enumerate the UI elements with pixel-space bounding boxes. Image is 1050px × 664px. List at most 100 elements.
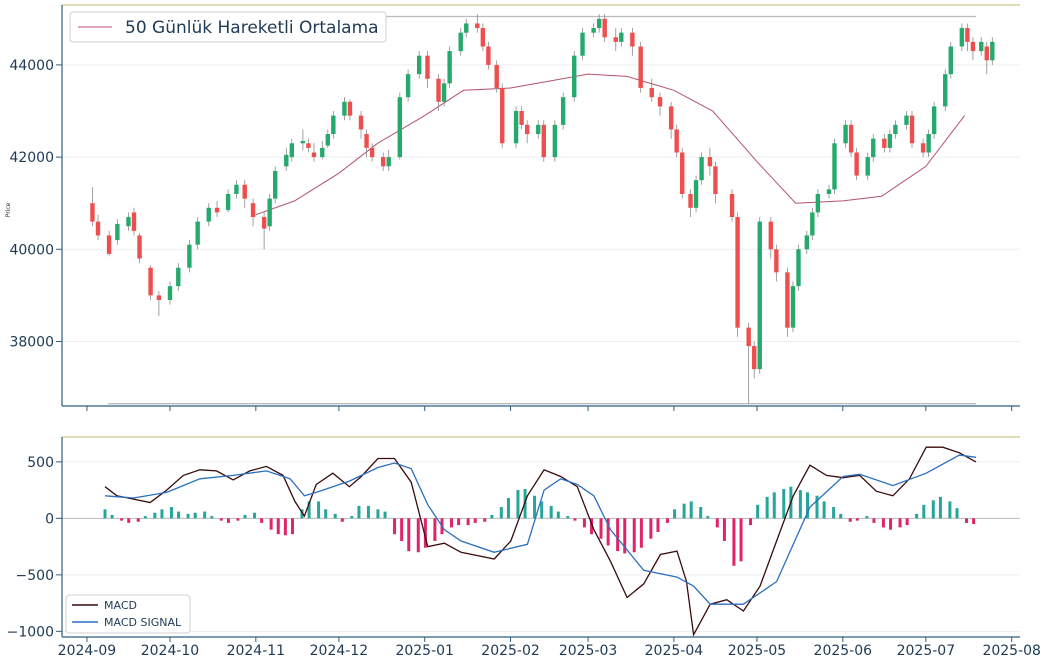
price-panel: 38000 40000 42000 44000 Price 50 Günlük Har… [5,4,1020,411]
candle-body [206,207,211,222]
candle-body [904,115,909,125]
macd-histogram-bar [236,518,240,521]
candle-body [397,97,402,158]
candle-body [848,124,854,153]
macd-histogram-bar [665,518,669,523]
candle [306,138,311,153]
candle [441,78,447,107]
candle [500,83,505,148]
candle-body [572,55,577,98]
candle [926,129,931,158]
reference-levels [108,15,976,405]
candle-body [156,295,162,300]
macd-histogram-bar [260,518,264,523]
candle-body [261,217,267,229]
candle-body [680,152,685,194]
candle [436,74,441,112]
macd-histogram-bar [290,518,294,535]
candle [425,51,430,88]
macd-histogram-bar [623,518,627,554]
candle-body [536,124,541,135]
macd-histogram-bar [938,496,942,519]
candle-body [95,221,101,236]
candle-body [106,235,112,254]
candle [416,51,422,79]
macd-y-tick-label: 0 [45,511,54,527]
macd-histogram-bar [333,513,337,519]
candle-body [926,134,931,153]
macd-legend-label-signal: MACD SIGNAL [104,616,182,629]
macd-histogram-bar [815,495,819,519]
macd-histogram-bar [832,507,836,519]
price-y-tick-label: 42000 [9,150,54,166]
macd-histogram-bar [153,512,157,519]
candle [447,46,452,88]
macd-histogram-bar [922,504,926,519]
candle [300,129,306,151]
macd-histogram-bar [300,509,304,519]
candle [486,41,491,70]
candle [289,138,295,162]
macd-histogram-bar [772,492,776,519]
candle [832,138,837,194]
candle [106,230,112,257]
candle [137,233,142,264]
price-axis-label: Price [5,202,12,217]
candle [214,200,220,218]
candle [475,14,480,33]
candle-body [225,193,231,211]
candle-body [602,18,607,38]
candle-body [613,37,618,42]
macd-histogram-bar [307,501,311,519]
candle-body [137,235,142,259]
candle-body [790,286,796,328]
candle-body [832,143,837,190]
candle-body [746,327,751,347]
candle [729,189,735,222]
macd-histogram-bar [473,518,477,523]
candle [619,28,624,47]
candle-body [713,166,718,194]
candle [95,214,101,241]
candle [774,244,779,282]
macd-histogram-bar [483,518,487,522]
candle-body [176,267,181,287]
candle-body [272,170,278,199]
x-tick-label: 2025-02 [481,643,540,659]
candle-body [965,28,970,42]
candle [331,111,336,139]
candle [790,281,796,333]
candle-body [668,106,674,130]
macd-histogram-bar [276,518,280,535]
candle [519,106,524,130]
candle-body [796,249,801,287]
candle [909,111,915,148]
candle-body [757,221,762,370]
candle-body [342,101,347,116]
macd-histogram-bar [639,518,643,548]
candle [810,207,815,241]
macd-histogram-bar [203,511,207,519]
macd-histogram-bar [533,495,537,519]
candle-body [774,249,779,273]
candle [126,212,131,231]
x-tick-label: 2025-06 [814,643,873,659]
candle-body [441,83,447,102]
candle-body [970,41,976,52]
macd-y-tick-label: −1000 [7,624,54,640]
candle-body [416,55,422,75]
candle [613,28,618,52]
candle-body [148,267,153,296]
macd-histogram-bar [822,501,826,519]
candle [979,37,984,56]
macd-histogram-bar [357,505,361,519]
candle [156,290,162,317]
candle [674,124,679,158]
candle-body [619,32,624,42]
macd-histogram-bar [490,514,494,519]
x-tick-label: 2024-10 [141,643,200,659]
candle [464,18,469,38]
x-tick-label: 2025-05 [728,643,787,659]
candle-body [369,147,375,158]
